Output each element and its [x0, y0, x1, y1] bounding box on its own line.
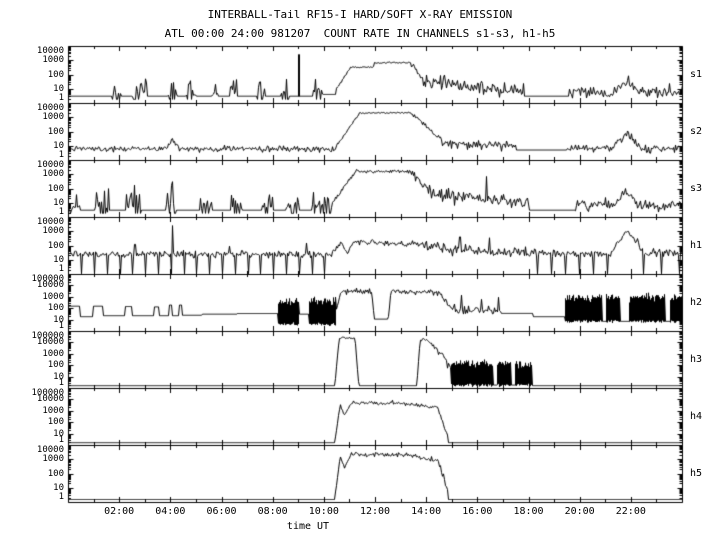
y-tick-label: 10000 [36, 445, 64, 455]
panel-label: h3 [690, 353, 703, 365]
y-tick-label: 100 [47, 240, 64, 251]
y-tick-label: 10 [53, 197, 64, 208]
y-tick-label: 10000 [36, 217, 64, 227]
y-tick-label: 10000 [36, 46, 64, 56]
x-tick-label: 20:00 [564, 506, 595, 517]
y-tick-label: 1 [58, 378, 64, 388]
y-tick-label: 1000 [42, 454, 64, 465]
x-tick-label: 16:00 [462, 506, 493, 517]
y-tick-label: 100 [47, 417, 64, 428]
panel-label: h1 [690, 239, 703, 251]
y-tick-label: 100 [47, 183, 64, 194]
x-tick-label: 22:00 [615, 506, 646, 517]
y-tick-label: 100000 [31, 388, 64, 398]
x-tick-label: 10:00 [308, 506, 339, 517]
y-tick-label: 100 [47, 69, 64, 80]
y-tick-label: 100 [47, 126, 64, 137]
panel-label: h2 [690, 296, 703, 308]
x-tick-label: 04:00 [155, 506, 186, 517]
panel-label: h5 [690, 467, 703, 479]
x-tick-label: 14:00 [411, 506, 442, 517]
y-tick-label: 1000 [42, 348, 64, 359]
y-tick-label: 1 [58, 321, 64, 331]
x-tick-label: 12:00 [359, 506, 391, 517]
y-tick-label: 10000 [36, 103, 64, 113]
y-tick-label: 1000 [42, 55, 64, 66]
y-tick-label: 1 [58, 93, 64, 103]
y-tick-label: 1000 [42, 226, 64, 237]
y-tick-label: 100 [47, 303, 64, 314]
y-tick-label: 10 [53, 314, 64, 325]
y-tick-label: 1 [58, 207, 64, 217]
y-tick-label: 1000 [42, 169, 64, 180]
y-tick-label: 1 [58, 150, 64, 160]
y-tick-label: 1000 [42, 112, 64, 123]
y-tick-label: 100000 [31, 331, 64, 341]
x-tick-label: 08:00 [257, 506, 288, 517]
y-tick-label: 10000 [36, 160, 64, 170]
y-tick-label: 100000 [31, 274, 64, 284]
y-tick-label: 10000 [36, 337, 64, 348]
y-tick-label: 100 [47, 468, 64, 479]
panel-label: s2 [690, 125, 703, 137]
panel-label: s3 [690, 182, 703, 194]
y-tick-label: 10 [53, 428, 64, 439]
y-tick-label: 10 [53, 83, 64, 94]
y-tick-label: 10 [53, 254, 64, 265]
y-tick-label: 10000 [36, 394, 64, 405]
y-tick-label: 10000 [36, 280, 64, 291]
y-tick-label: 100 [47, 360, 64, 371]
panel-label: s1 [690, 68, 703, 80]
x-tick-label: 18:00 [513, 506, 544, 517]
y-tick-label: 1 [58, 492, 64, 502]
y-tick-label: 1000 [42, 291, 64, 302]
y-tick-label: 10 [53, 140, 64, 151]
y-tick-label: 1 [58, 264, 64, 274]
y-tick-label: 1000 [42, 405, 64, 416]
y-tick-label: 10 [53, 482, 64, 493]
x-axis-title: time UT [286, 521, 330, 532]
x-tick-label: 02:00 [104, 506, 135, 517]
x-tick-label: 06:00 [206, 506, 237, 517]
y-tick-label: 1 [58, 435, 64, 445]
panel-label: h4 [690, 410, 703, 422]
y-tick-label: 10 [53, 371, 64, 382]
